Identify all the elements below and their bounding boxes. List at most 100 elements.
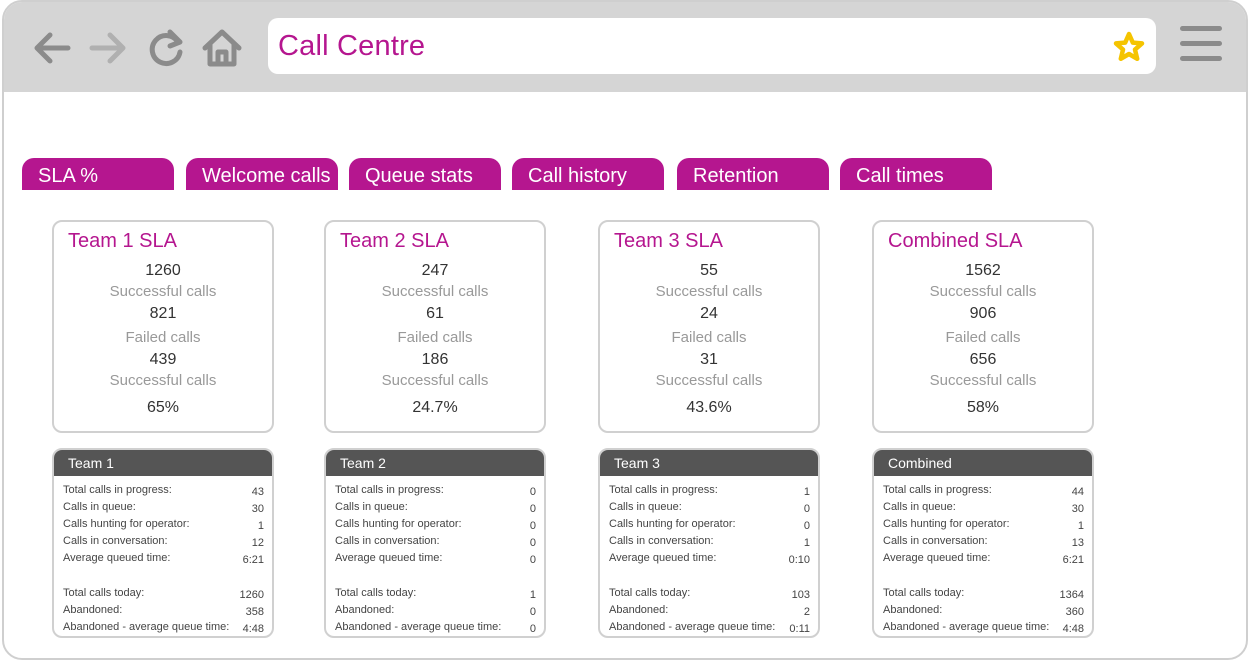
stat-row: Calls hunting for operator: 0 [335, 516, 536, 532]
stat-row: Average queued time: 6:21 [883, 550, 1084, 566]
stats-card-header: Team 3 [600, 450, 818, 476]
stat-value: 0 [529, 622, 536, 635]
third-calls-label: Successful calls [109, 372, 217, 389]
stat-value: 1 [1077, 519, 1084, 532]
stats-card-team-3: Team 3 Total calls in progress: 1 Calls i… [598, 448, 820, 638]
failed-calls-value: 821 [149, 305, 177, 322]
stat-label: Total calls today: [63, 587, 145, 599]
stat-value: 0 [803, 502, 810, 515]
stat-row: Calls hunting for operator: 1 [63, 516, 264, 532]
stat-label: Calls hunting for operator: [63, 518, 190, 530]
stat-value: 0 [529, 502, 536, 515]
successful-calls-value: 1562 [965, 262, 1001, 279]
stat-row: Calls in conversation: 0 [335, 533, 536, 549]
sla-card-team-2: Team 2 SLA 247 Successful calls 61 Faile… [324, 220, 546, 433]
stat-row: Total calls in progress: 1 [609, 482, 810, 498]
third-calls-value: 439 [149, 351, 177, 368]
stat-label: Total calls in progress: [883, 484, 992, 496]
stat-value: 1364 [1059, 588, 1084, 601]
third-calls-label: Successful calls [381, 372, 489, 389]
stat-value: 6:21 [1062, 553, 1084, 566]
tab-welcome-calls[interactable]: Welcome calls [186, 158, 338, 190]
stat-label: Average queued time: [883, 552, 991, 564]
stat-value: 1 [803, 485, 810, 498]
stat-label: Total calls today: [883, 587, 965, 599]
stat-row: Calls hunting for operator: 0 [609, 516, 810, 532]
stat-row: Average queued time: 0:10 [609, 550, 810, 566]
stat-label: Average queued time: [609, 552, 717, 564]
stat-label: Abandoned: [335, 604, 395, 616]
stat-value: 0 [529, 485, 536, 498]
stat-label: Average queued time: [63, 552, 171, 564]
stat-value: 1 [257, 519, 264, 532]
stat-label: Calls in queue: [335, 501, 408, 513]
stat-label: Abandoned - average queue time: [63, 621, 230, 633]
stat-value: 30 [1071, 502, 1084, 515]
stat-label: Total calls in progress: [335, 484, 444, 496]
stat-row: Calls in queue: 0 [609, 499, 810, 515]
stat-value: 4:48 [1062, 622, 1084, 635]
stat-value: 0 [529, 536, 536, 549]
stat-value: 358 [245, 605, 264, 618]
stat-row: Total calls in progress: 0 [335, 482, 536, 498]
tab-retention[interactable]: Retention [677, 158, 829, 190]
reload-icon[interactable] [144, 26, 188, 70]
stat-row: Calls in conversation: 13 [883, 533, 1084, 549]
stat-label: Abandoned - average queue time: [335, 621, 502, 633]
successful-calls-value: 247 [421, 262, 449, 279]
sla-card-title: Combined SLA [888, 230, 1023, 252]
stats-card-header: Combined [874, 450, 1092, 476]
tab-call-history[interactable]: Call history [512, 158, 664, 190]
hamburger-menu-icon[interactable] [1180, 26, 1222, 66]
stat-label: Total calls in progress: [63, 484, 172, 496]
stat-value: 4:48 [242, 622, 264, 635]
failed-calls-value: 61 [426, 305, 444, 322]
stat-label: Calls in conversation: [883, 535, 988, 547]
stat-value: 6:21 [242, 553, 264, 566]
stat-value: 43 [251, 485, 264, 498]
stat-label: Average queued time: [335, 552, 443, 564]
tab-sla[interactable]: SLA % [22, 158, 174, 190]
stat-row: Abandoned: 358 [63, 602, 264, 618]
stat-row: Calls in conversation: 1 [609, 533, 810, 549]
stat-value: 103 [791, 588, 810, 601]
stat-value: 2 [803, 605, 810, 618]
stat-row: Abandoned - average queue time: 4:48 [63, 619, 264, 635]
stat-label: Abandoned: [883, 604, 943, 616]
stat-row: Total calls today: 1364 [883, 585, 1084, 601]
stat-value: 12 [251, 536, 264, 549]
forward-arrow-icon[interactable] [86, 26, 130, 70]
tab-queue-stats[interactable]: Queue stats [349, 158, 501, 190]
home-icon[interactable] [200, 26, 244, 70]
successful-calls-value: 1260 [145, 262, 181, 279]
sla-card-title: Team 3 SLA [614, 230, 723, 252]
stat-value: 0:10 [788, 553, 810, 566]
stat-label: Total calls today: [335, 587, 417, 599]
stat-row: Total calls in progress: 43 [63, 482, 264, 498]
stat-row: Abandoned - average queue time: 0:11 [609, 619, 810, 635]
sla-percent: 65% [146, 399, 180, 416]
tab-call-times[interactable]: Call times [840, 158, 992, 190]
stat-value: 0 [529, 553, 536, 566]
stat-value: 1 [529, 588, 536, 601]
sla-card-team-3: Team 3 SLA 55 Successful calls 24 Failed… [598, 220, 820, 433]
stat-row: Abandoned - average queue time: 0 [335, 619, 536, 635]
star-icon[interactable] [1112, 30, 1146, 64]
stats-card-header: Team 2 [326, 450, 544, 476]
stats-card-team-2: Team 2 Total calls in progress: 0 Calls i… [324, 448, 546, 638]
third-calls-label: Successful calls [655, 372, 763, 389]
stats-card-team-1: Team 1 Total calls in progress: 43 Calls … [52, 448, 274, 638]
browser-toolbar: Call Centre [4, 2, 1246, 92]
stat-row: Average queued time: 6:21 [63, 550, 264, 566]
stat-value: 0 [529, 519, 536, 532]
stat-label: Abandoned - average queue time: [883, 621, 1050, 633]
stats-card-header: Team 1 [54, 450, 272, 476]
back-arrow-icon[interactable] [30, 26, 74, 70]
stat-label: Calls in queue: [883, 501, 956, 513]
sla-card-title: Team 1 SLA [68, 230, 177, 252]
address-bar[interactable]: Call Centre [268, 18, 1156, 74]
stat-row: Abandoned: 2 [609, 602, 810, 618]
stat-label: Abandoned: [63, 604, 123, 616]
stat-row: Calls in queue: 30 [883, 499, 1084, 515]
